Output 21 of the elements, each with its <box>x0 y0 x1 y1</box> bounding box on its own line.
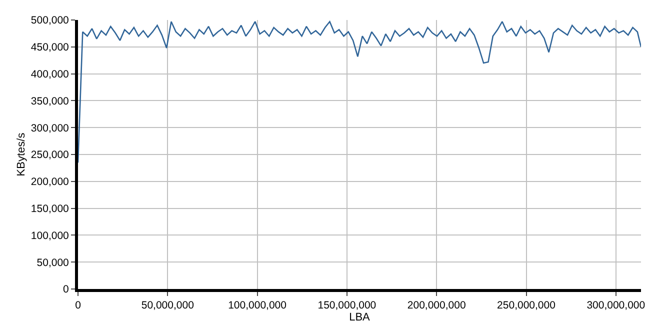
y-tick-label: 0 <box>63 284 70 296</box>
x-tick-label: 0 <box>75 300 82 312</box>
x-tick-label: 150,000,000 <box>318 300 376 312</box>
line-series <box>78 20 641 164</box>
x-axis-title: LBA <box>349 312 371 324</box>
y-tick-label: 250,000 <box>30 149 70 162</box>
y-tick-label: 150,000 <box>30 202 70 215</box>
y-tick-label: 100,000 <box>30 230 70 242</box>
y-tick-label: 300,000 <box>30 122 70 134</box>
x-tick-label: 200,000,000 <box>407 300 466 312</box>
y-tick-label: 400,000 <box>30 68 70 80</box>
y-tick-label: 350,000 <box>30 95 70 108</box>
x-tick-label: 250,000,000 <box>497 300 556 312</box>
y-tick-label: 200,000 <box>30 176 70 188</box>
x-tick-label: 300,000,000 <box>586 300 646 312</box>
y-tick-label: 500,000 <box>30 14 70 27</box>
x-tick-label: 50,000,000 <box>141 300 194 312</box>
y-tick-label: 50,000 <box>36 256 70 269</box>
y-tick-label: 450,000 <box>30 42 70 54</box>
y-axis-title: KBytes/s <box>16 132 28 176</box>
x-tick-label: 100,000,000 <box>228 300 287 312</box>
